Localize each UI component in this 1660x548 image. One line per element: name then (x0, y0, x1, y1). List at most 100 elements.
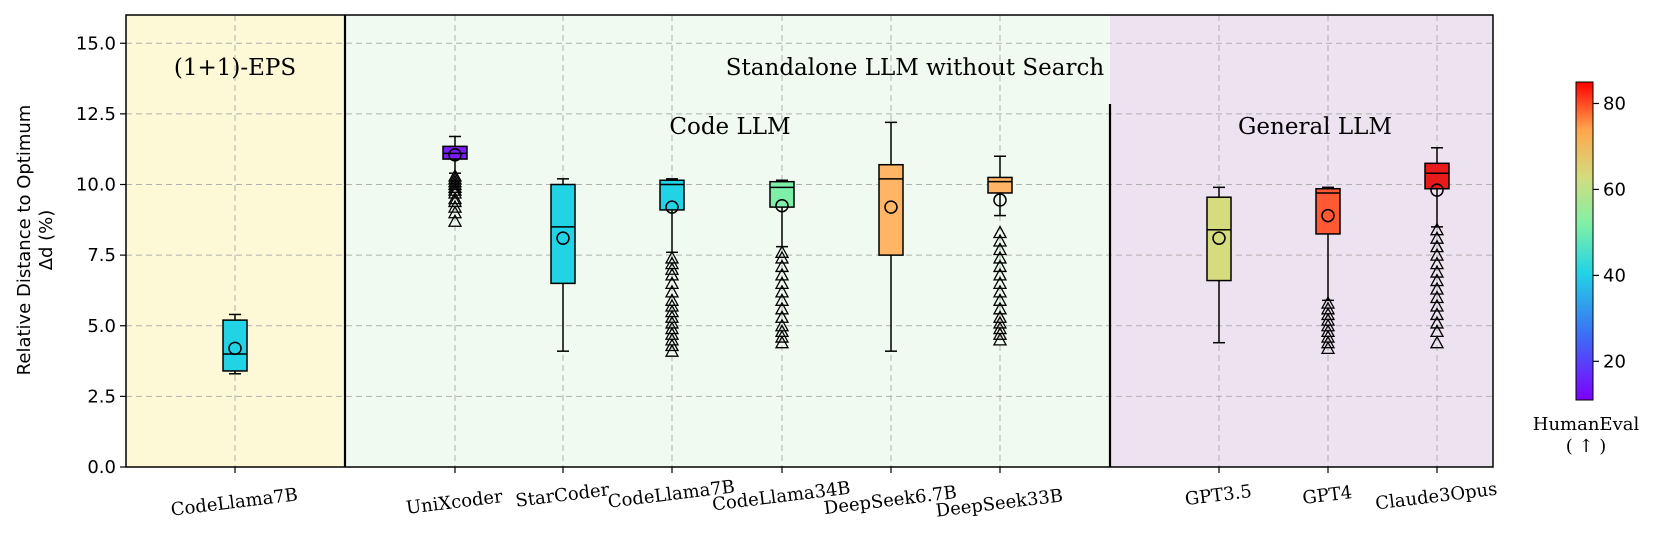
outlier-marker (1429, 290, 1445, 304)
colorbar-tick-label: 20 (1603, 351, 1626, 372)
box-unixcoder (442, 135, 468, 227)
box-gpt4 (1315, 186, 1341, 355)
outlier-marker (992, 267, 1008, 281)
outlier-marker (774, 292, 790, 306)
colorbar-label: HumanEval (1533, 414, 1640, 435)
outlier-marker (1429, 335, 1445, 349)
outlier-marker (1429, 264, 1445, 278)
y-axis-label-symbol: Δd (%) (36, 210, 57, 271)
outlier-marker (447, 213, 463, 227)
outlier-marker (1429, 281, 1445, 295)
mean-marker (1430, 183, 1444, 197)
colorbar-ticks: 20 40 60 80 (1593, 93, 1626, 372)
mean-marker (884, 200, 898, 214)
box-iqr (222, 319, 248, 372)
region-general-llm-bg (1110, 15, 1493, 467)
y-axis: 0.0 2.5 5.0 7.5 10.0 12.5 15.0 (76, 33, 126, 478)
outlier-marker (664, 284, 680, 298)
mean-marker (665, 200, 679, 214)
region-title-code-llm: Code LLM (669, 114, 790, 140)
box-iqr (769, 180, 795, 208)
y-tick-label: 0.0 (87, 457, 116, 478)
colorbar-label-arrow: ( ↑ ) (1566, 436, 1607, 457)
region-title-general-llm: General LLM (1238, 114, 1392, 140)
colorbar-tick-label: 40 (1603, 265, 1626, 286)
mean-marker (1321, 208, 1335, 223)
box-claude3opus (1424, 147, 1450, 349)
outlier-marker (664, 276, 680, 290)
outlier-marker (1429, 230, 1445, 244)
region-title-standalone: Standalone LLM without Search (726, 55, 1105, 81)
outlier-marker (1429, 298, 1445, 312)
box-iqr (987, 176, 1013, 194)
box-deepseek33b (987, 155, 1013, 346)
outlier-marker (1429, 256, 1445, 270)
mean-marker (228, 341, 242, 356)
y-axis-label: Relative Distance to Optimum (14, 105, 35, 376)
outlier-marker (1429, 324, 1445, 338)
box-codellama34b (769, 179, 795, 349)
outlier-marker (774, 284, 790, 298)
mean-marker (1212, 231, 1226, 245)
x-tick-label: GPT3.5 (1184, 481, 1253, 510)
box-starcoder (550, 178, 576, 352)
y-tick-label: 15.0 (76, 33, 116, 54)
box-codellama7b (222, 313, 248, 375)
box-deepseek6-7b (878, 121, 904, 352)
box-codellama7b (659, 178, 685, 357)
outlier-marker (1429, 222, 1445, 236)
box-gpt3-5 (1206, 186, 1232, 344)
colorbar-tick-label: 80 (1603, 93, 1626, 114)
outlier-marker (992, 233, 1008, 247)
x-tick-label: CodeLlama7B (170, 484, 299, 520)
mean-marker (448, 148, 462, 162)
region-title-eps: (1+1)-EPS (174, 55, 296, 81)
outlier-marker (992, 242, 1008, 256)
outlier-marker (774, 259, 790, 273)
outlier-marker (992, 284, 1008, 298)
outlier-marker (774, 309, 790, 323)
outlier-marker (1429, 315, 1445, 329)
outlier-marker (1429, 239, 1445, 253)
outlier-marker (447, 194, 463, 208)
y-tick-label: 2.5 (87, 386, 116, 407)
y-tick-label: 5.0 (87, 316, 116, 337)
x-tick-label: UniXcoder (405, 486, 504, 519)
outlier-marker (774, 318, 790, 332)
outlier-marker (664, 250, 680, 264)
x-tick-label: StarCoder (514, 479, 611, 511)
outlier-marker (992, 250, 1008, 264)
x-axis: CodeLlama7B UniXcoder StarCoderCodeLlama7B… (170, 467, 1498, 522)
box-series (222, 121, 1450, 375)
box-iqr (878, 163, 904, 256)
x-tick-label: Claude3Opus (1374, 479, 1498, 515)
outlier-marker (774, 301, 790, 315)
outlier-marker (992, 259, 1008, 273)
x-tick-label: GPT4 (1301, 482, 1353, 509)
outlier-marker (992, 301, 1008, 315)
outlier-marker (664, 292, 680, 306)
outlier-marker (992, 309, 1008, 323)
outlier-marker (1429, 247, 1445, 261)
box-iqr (1315, 187, 1341, 235)
outlier-marker (774, 276, 790, 290)
outlier-marker (992, 276, 1008, 290)
y-tick-label: 7.5 (87, 245, 116, 266)
plot-frame (125, 14, 1494, 468)
y-tick-label: 10.0 (76, 175, 116, 196)
box-iqr (550, 183, 576, 285)
mean-marker (775, 198, 789, 213)
region-code-llm-bg (345, 15, 1110, 467)
y-tick-label: 12.5 (76, 104, 116, 125)
outlier-marker (1429, 273, 1445, 287)
outlier-marker (1429, 307, 1445, 321)
box-iqr (1206, 196, 1232, 282)
outlier-marker (992, 292, 1008, 306)
outlier-marker (1320, 295, 1336, 309)
outlier-marker (992, 225, 1008, 239)
colorbar-tick-label: 60 (1603, 179, 1626, 200)
colorbar (1575, 81, 1594, 401)
mean-marker (556, 231, 570, 245)
outlier-marker (447, 168, 463, 182)
